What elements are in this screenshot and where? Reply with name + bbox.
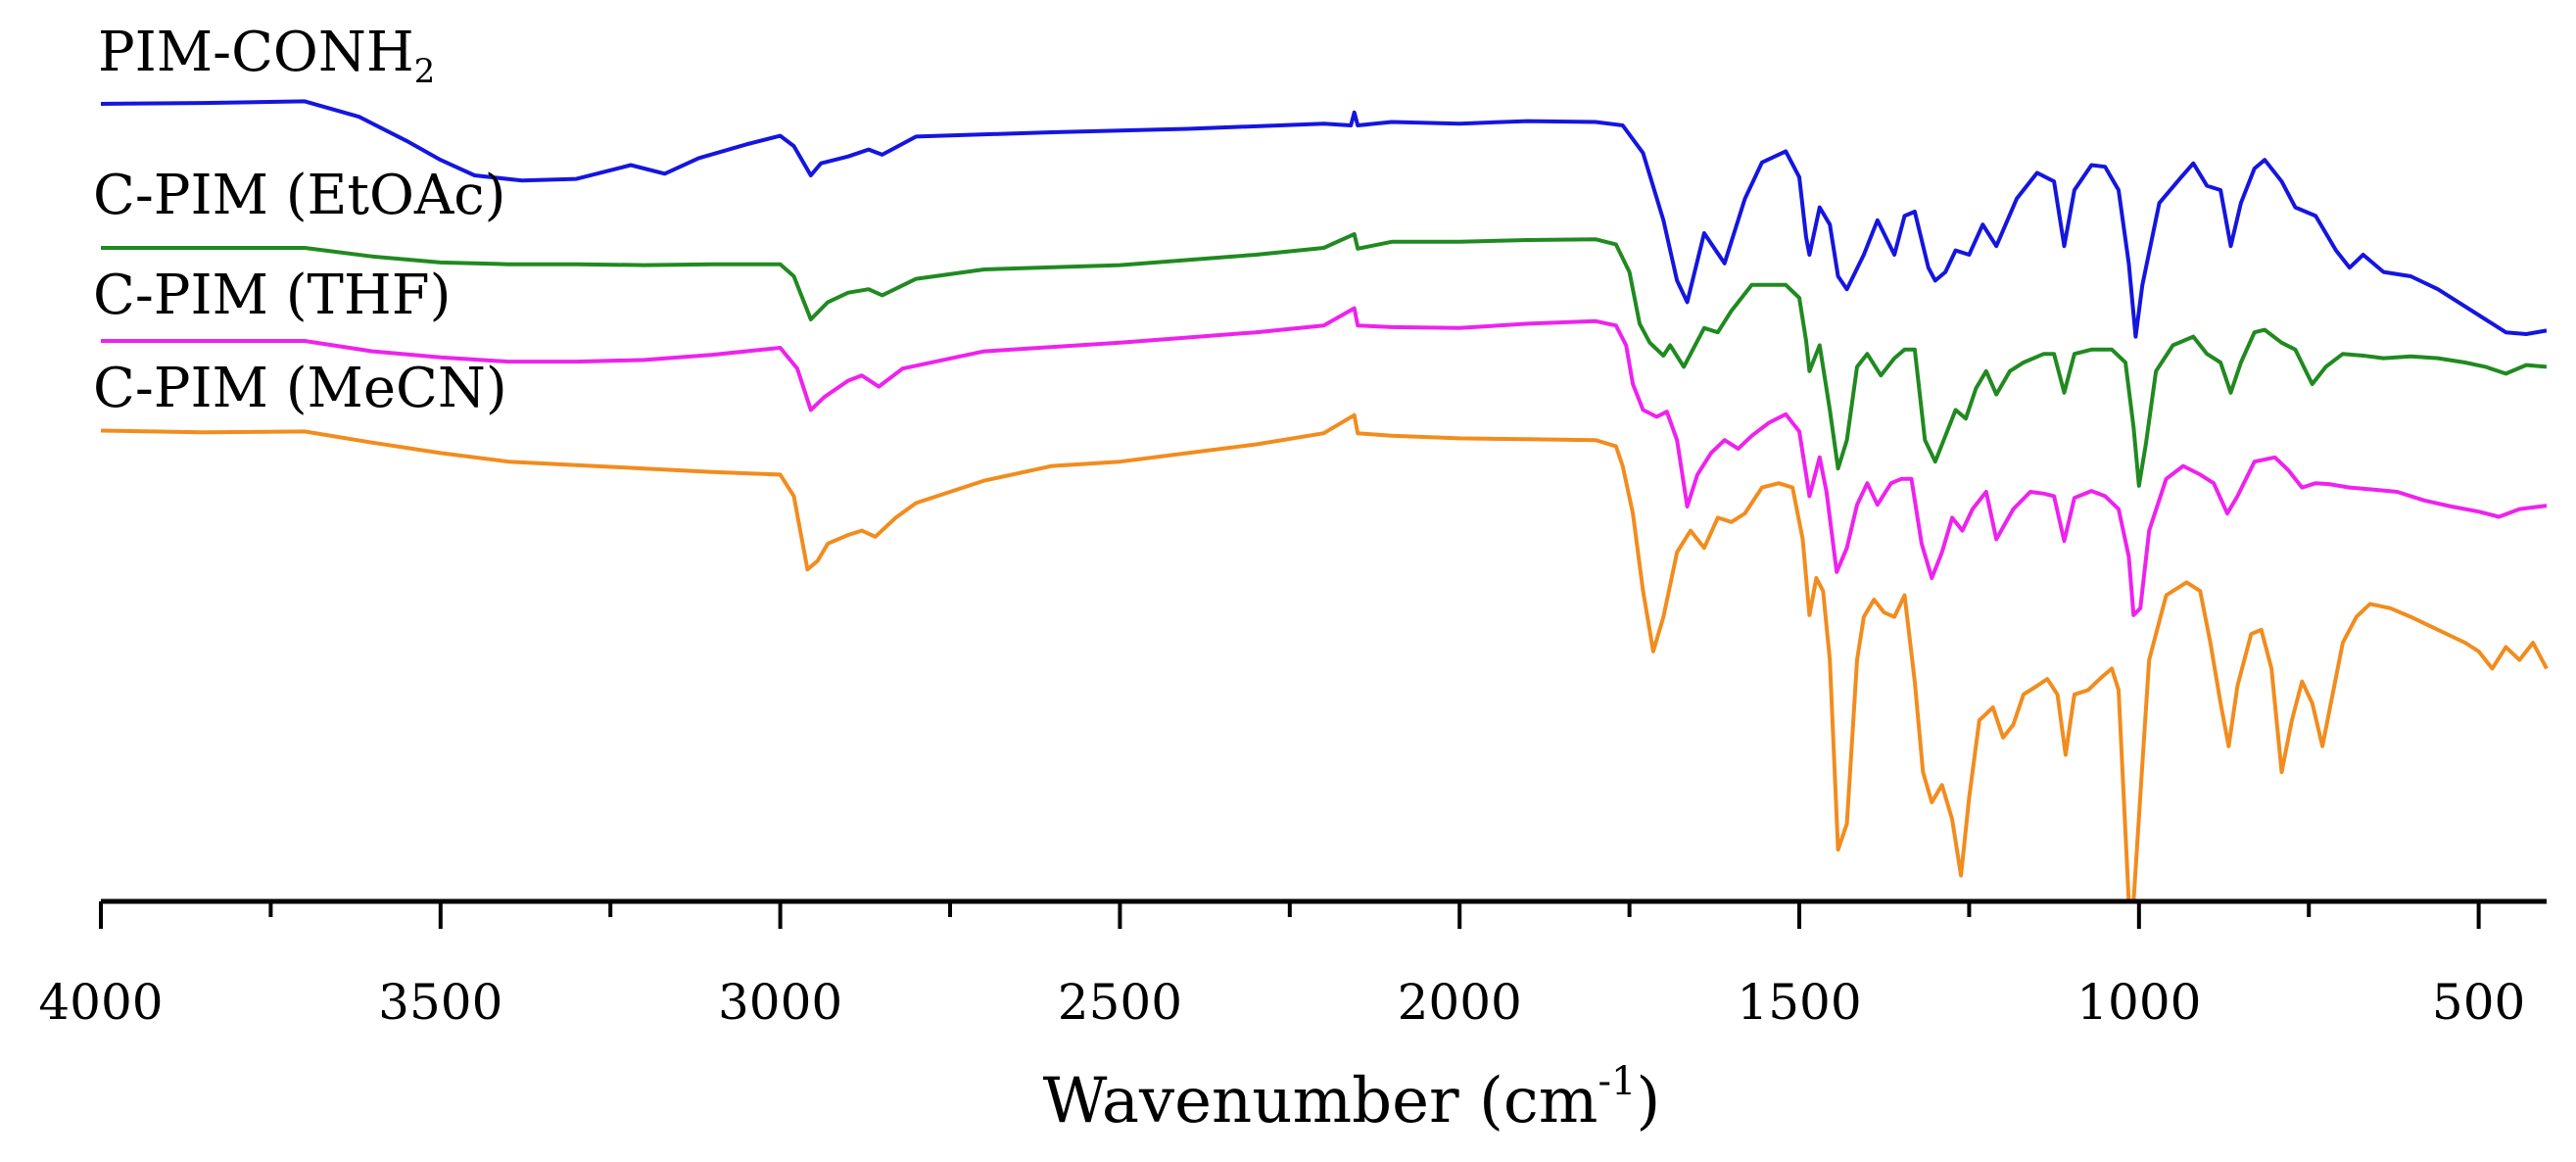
- series-label-pim-conh2: PIM-CONH2: [98, 21, 435, 91]
- series-label-c-pim-thf: C-PIM (THF): [93, 264, 451, 327]
- x-tick-label-1500: 1500: [1737, 974, 1861, 1031]
- x-tick-label-3000: 3000: [718, 974, 842, 1031]
- series-line-1: [101, 231, 2548, 488]
- series-line-2: [101, 306, 2548, 617]
- x-tick-label-2500: 2500: [1058, 974, 1182, 1031]
- series-line-3: [100, 412, 2549, 903]
- series-labels: PIM-CONH2 C-PIM (EtOAc) C-PIM (THF) C-PI…: [93, 21, 507, 420]
- plot-area: PIM-CONH2 C-PIM (EtOAc) C-PIM (THF) C-PI…: [93, 21, 2549, 903]
- x-tick-label-3500: 3500: [378, 974, 502, 1031]
- x-axis-title: Wavenumber (cm-1): [1043, 1059, 1661, 1138]
- x-tick-label-500: 500: [2432, 974, 2525, 1031]
- x-tick-label-2000: 2000: [1398, 974, 1522, 1031]
- x-axis-ticks: 4000 3500 3000 2500 2000 1500 1000 500: [38, 901, 2525, 1031]
- series-label-c-pim-etoac: C-PIM (EtOAc): [93, 164, 506, 227]
- series-line-0: [100, 99, 2548, 339]
- series-lines: [100, 99, 2549, 903]
- x-tick-label-1000: 1000: [2076, 974, 2201, 1031]
- series-label-c-pim-mecn: C-PIM (MeCN): [93, 357, 507, 420]
- x-axis: 4000 3500 3000 2500 2000 1500 1000 500 Wavenumb…: [38, 898, 2547, 1138]
- x-tick-label-4000: 4000: [38, 974, 163, 1031]
